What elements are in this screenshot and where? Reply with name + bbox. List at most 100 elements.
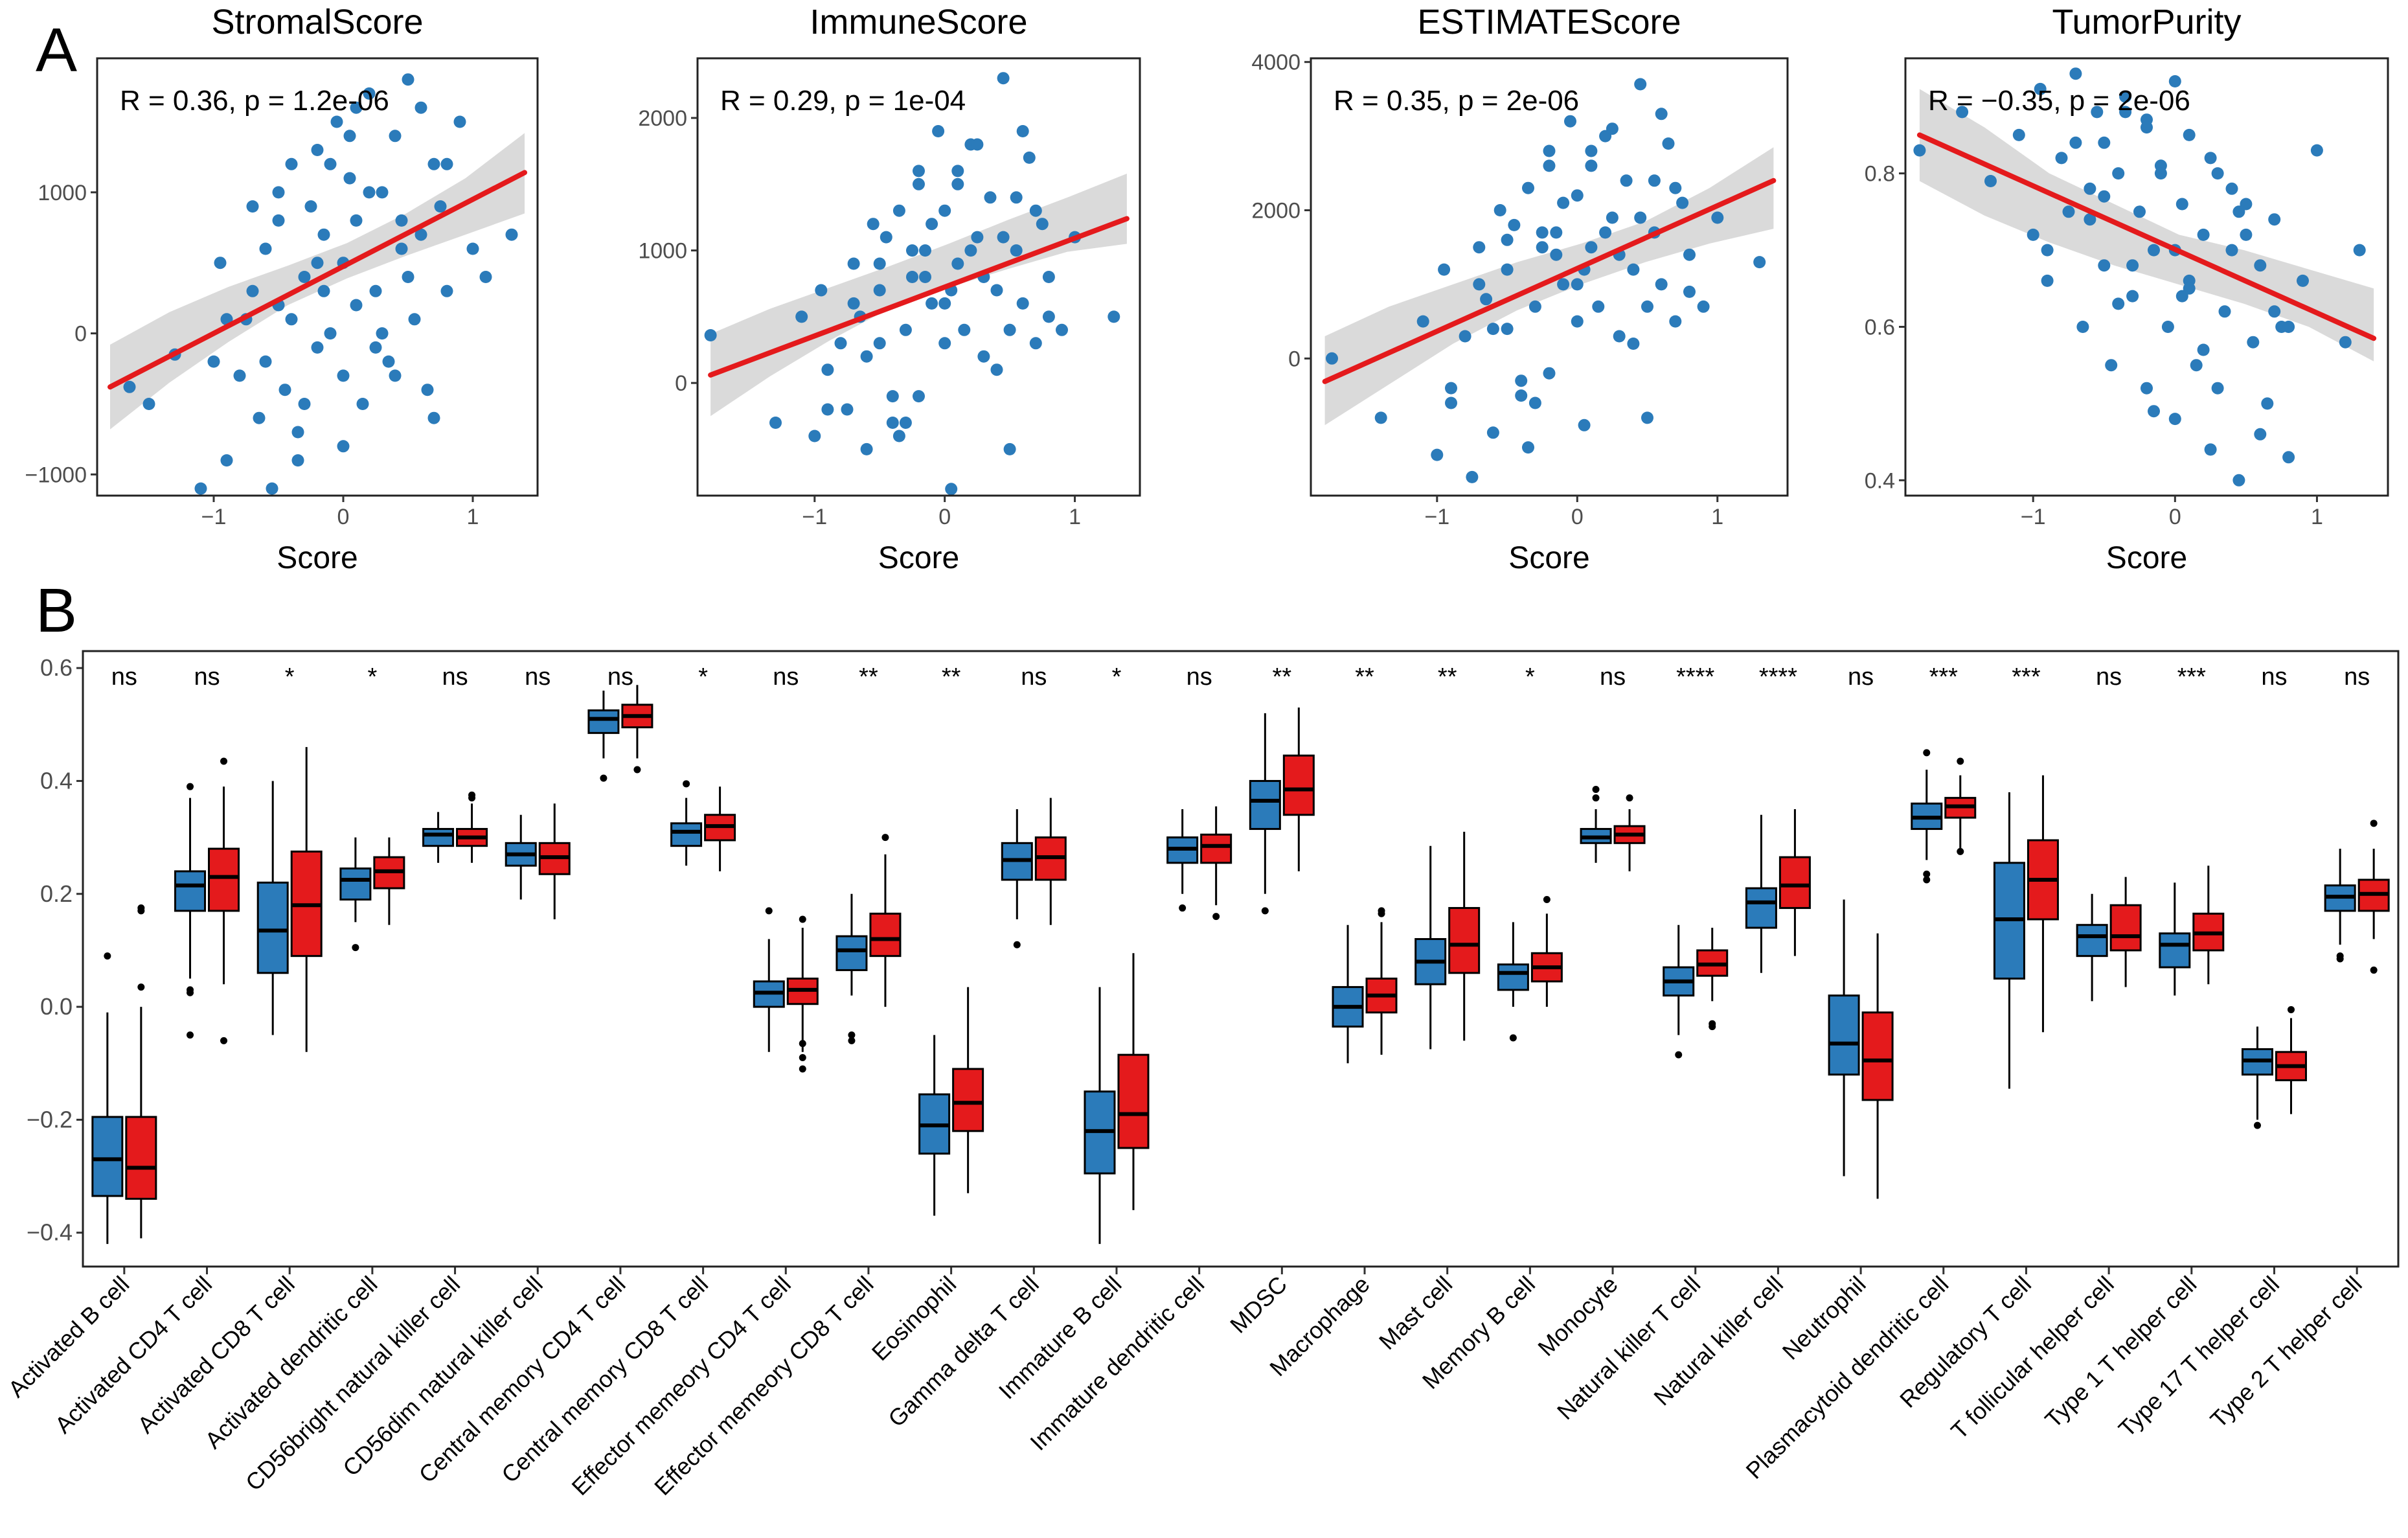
scatter-point: [2175, 290, 2188, 303]
scatter-point: [951, 178, 964, 190]
scatter-point: [1550, 226, 1563, 239]
scatter-point: [479, 271, 492, 283]
scatter-point: [938, 204, 951, 217]
scatter-point: [440, 157, 453, 170]
scatter-point: [2141, 382, 2153, 395]
scatter-point: [1543, 159, 1556, 172]
scatter-point: [2268, 305, 2281, 318]
box-outlier: [2287, 1005, 2295, 1013]
box-body: [1249, 779, 1281, 831]
significance-label: *: [698, 663, 708, 691]
correlation-stat-label: R = 0.29, p = 1e-04: [720, 85, 966, 117]
scatter-point: [2084, 213, 2096, 226]
scatter-point: [2055, 152, 2068, 165]
scatter-point: [2027, 228, 2039, 241]
significance-label: ns: [111, 663, 137, 691]
box-outlier: [1957, 847, 1964, 855]
scatter-point: [1374, 411, 1387, 424]
significance-label: ns: [1021, 663, 1047, 691]
box-outlier: [1212, 913, 1220, 921]
scatter-point: [421, 384, 434, 396]
y-tick-label: 0.6: [40, 654, 73, 681]
box-outlier: [1543, 895, 1550, 903]
scatter-point: [913, 165, 925, 178]
box-body: [835, 935, 868, 971]
box-body: [1497, 963, 1529, 991]
scatter-point: [958, 323, 971, 336]
scatter-point: [317, 284, 330, 297]
scatter-point: [402, 271, 415, 283]
scatter-point: [278, 384, 291, 396]
significance-label: ***: [2012, 663, 2041, 691]
y-tick-label: 0.4: [40, 767, 73, 794]
scatter-point: [1536, 241, 1549, 254]
y-tick-label: 2000: [638, 106, 687, 131]
scatter-point: [376, 186, 389, 199]
scatter-point: [427, 411, 440, 424]
scatter-point: [2133, 205, 2146, 218]
scatter-point: [272, 214, 285, 227]
box-outlier: [468, 791, 476, 799]
scatter-point: [1003, 442, 1016, 455]
panel-border: [82, 650, 2400, 1268]
scatter-point: [795, 310, 808, 323]
scatter-point: [285, 157, 298, 170]
scatter-point: [291, 426, 304, 439]
correlation-stat-label: R = 0.36, p = 1.2e-06: [120, 85, 389, 117]
scatter-point: [2062, 205, 2075, 218]
scatter-point: [1029, 204, 1042, 217]
scatter-point: [259, 355, 272, 368]
x-axis-title: Score: [878, 541, 959, 575]
scatter-point: [415, 228, 427, 241]
y-tick-label: 0: [675, 371, 687, 396]
significance-label: ***: [1929, 663, 1959, 691]
scatter-point: [821, 363, 834, 376]
scatter-point: [266, 482, 278, 495]
panel-border: [96, 57, 539, 497]
scatter-point: [1683, 285, 1696, 298]
scatter-point: [964, 244, 977, 257]
panel-a-letter: A: [36, 16, 77, 85]
correlation-stat-label: R = 0.35, p = 2e-06: [1334, 85, 1579, 117]
scatter-point: [1473, 278, 1486, 291]
scatter-point: [1585, 159, 1598, 172]
scatter-point: [984, 191, 997, 204]
scatter-point: [1486, 426, 1499, 439]
scatter-point: [2247, 336, 2260, 349]
scatter-point: [233, 369, 246, 382]
scatter-point: [1501, 233, 1514, 246]
scatter-point: [1641, 411, 1653, 424]
x-axis-title: Score: [1508, 541, 1589, 575]
scatter-point: [892, 204, 905, 217]
box-body: [1282, 754, 1315, 816]
scatter-point: [932, 125, 945, 137]
box-outlier: [1957, 757, 1964, 765]
scatter-point: [2168, 413, 2181, 426]
scatter-point: [2254, 428, 2267, 441]
regression-line: [708, 216, 1130, 378]
scatter-point: [2211, 382, 2224, 395]
x-tick-label: 1: [1711, 505, 1723, 529]
scatter-point: [1669, 315, 1682, 328]
scatter-point: [1571, 278, 1584, 291]
regression-line: [1916, 132, 2377, 341]
y-tick-label: −0.2: [27, 1106, 73, 1132]
panel-border: [1904, 57, 2389, 497]
scatter-point: [2034, 82, 2047, 95]
scatter-point: [1571, 315, 1584, 328]
scatter-point: [376, 327, 389, 340]
scatter-point: [1592, 300, 1605, 313]
scatter-point: [466, 242, 479, 255]
scatter-point: [1445, 382, 1457, 395]
scatter-point: [1473, 241, 1486, 254]
scatter-point: [2098, 259, 2111, 272]
scatter-point: [382, 355, 395, 368]
scatter-point: [1416, 315, 1429, 328]
scatter-point: [919, 244, 931, 257]
scatter-point: [2112, 167, 2125, 180]
significance-label: ns: [525, 663, 551, 691]
y-tick-label: 0.4: [1865, 468, 1895, 493]
scatter-point: [1459, 330, 1471, 343]
scatter-point: [2119, 90, 2132, 103]
